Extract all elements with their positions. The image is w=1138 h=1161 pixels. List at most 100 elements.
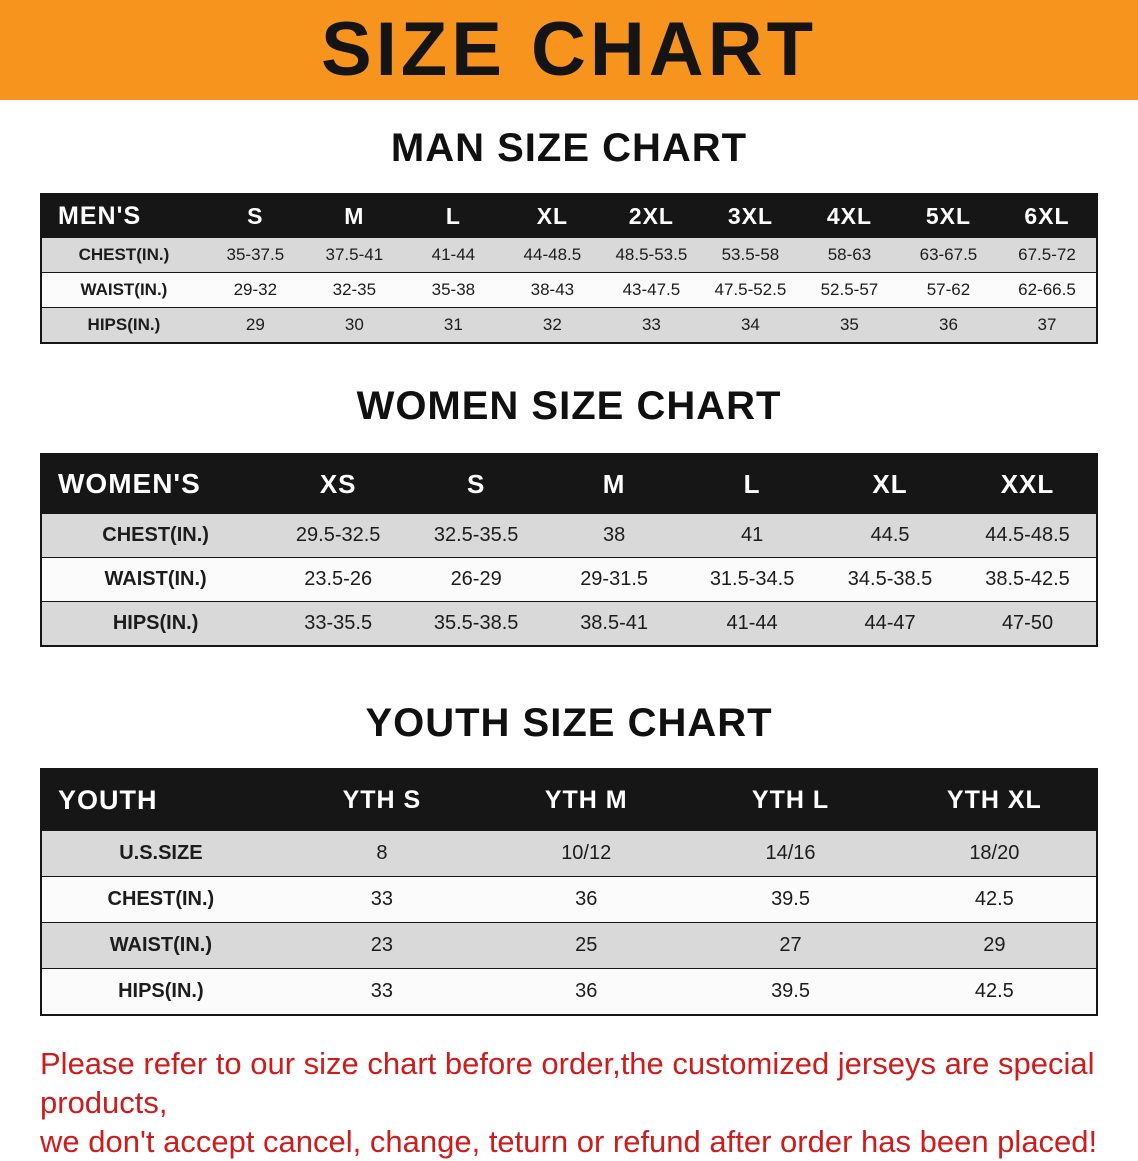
- size-value: 47-50: [959, 601, 1097, 646]
- size-value: 36: [484, 876, 689, 923]
- size-column-header: S: [205, 194, 305, 238]
- size-value: 29-32: [205, 272, 305, 308]
- size-value: 39.5: [688, 876, 893, 923]
- disclaimer-line-1: Please refer to our size chart before or…: [40, 1046, 1095, 1120]
- row-label: CHEST(IN.): [41, 513, 270, 558]
- size-value: 38.5-41: [545, 601, 684, 646]
- table-row: CHEST(IN.) 33 36 39.5 42.5: [41, 876, 1097, 923]
- section-title: WOMEN SIZE CHART: [356, 384, 782, 428]
- size-value: 18/20: [892, 830, 1097, 877]
- size-column-header: M: [545, 454, 684, 514]
- size-value: 67.5-72: [997, 237, 1097, 273]
- disclaimer-line-2: we don't accept cancel, change, teturn o…: [40, 1124, 1098, 1159]
- size-value: 27: [688, 922, 893, 969]
- size-value: 33: [279, 876, 485, 923]
- row-label: WAIST(IN.): [41, 272, 206, 308]
- size-value: 44.5-48.5: [959, 513, 1097, 558]
- size-value: 57-62: [898, 272, 998, 308]
- size-table: MEN'S S M L XL 2XL 3XL 4XL 5XL 6XL CHEST(IN.) 35-3…: [40, 193, 1098, 344]
- size-value: 38-43: [502, 272, 602, 308]
- table-row: HIPS(IN.) 29 30 31 32 33 34 35 36 37: [41, 307, 1097, 343]
- size-value: 14/16: [688, 830, 893, 877]
- size-column-header: 6XL: [997, 194, 1097, 238]
- row-label: HIPS(IN.): [41, 601, 270, 646]
- size-column-header: M: [304, 194, 404, 238]
- size-value: 35-37.5: [205, 237, 305, 273]
- size-column-header: XS: [269, 454, 408, 514]
- row-label: U.S.SIZE: [41, 830, 280, 877]
- size-value: 29.5-32.5: [269, 513, 408, 558]
- size-value: 23.5-26: [269, 557, 408, 602]
- size-value: 31.5-34.5: [683, 557, 822, 602]
- size-value: 35: [799, 307, 899, 343]
- size-value: 34: [700, 307, 800, 343]
- table-row: HIPS(IN.) 33 36 39.5 42.5: [41, 968, 1097, 1015]
- size-column-header: YTH S: [279, 769, 485, 831]
- size-value: 38.5-42.5: [959, 557, 1097, 602]
- table-header-row: WOMEN'S XS S M L XL XXL: [41, 454, 1097, 514]
- row-label: WAIST(IN.): [41, 557, 270, 602]
- size-value: 33-35.5: [269, 601, 408, 646]
- size-column-header: L: [403, 194, 503, 238]
- size-column-header: YTH XL: [892, 769, 1097, 831]
- size-value: 62-66.5: [997, 272, 1097, 308]
- size-column-header: 4XL: [799, 194, 899, 238]
- size-value: 10/12: [484, 830, 689, 877]
- size-value: 29-31.5: [545, 557, 684, 602]
- size-value: 34.5-38.5: [821, 557, 960, 602]
- table-row: WAIST(IN.) 29-32 32-35 35-38 38-43 43-47.5 47.…: [41, 272, 1097, 308]
- row-label: CHEST(IN.): [41, 237, 206, 273]
- size-value: 44.5: [821, 513, 960, 558]
- table-corner-label: WOMEN'S: [41, 454, 270, 514]
- size-value: 41-44: [683, 601, 822, 646]
- size-value: 31: [403, 307, 503, 343]
- row-label: HIPS(IN.): [41, 307, 206, 343]
- section-title: YOUTH SIZE CHART: [365, 701, 773, 745]
- table-header-row: MEN'S S M L XL 2XL 3XL 4XL 5XL 6XL: [41, 194, 1097, 238]
- size-value: 44-48.5: [502, 237, 602, 273]
- size-table: WOMEN'S XS S M L XL XXL CHEST(IN.) 29.5-32.5 32.…: [40, 453, 1098, 647]
- size-value: 42.5: [892, 876, 1097, 923]
- size-value: 35.5-38.5: [407, 601, 546, 646]
- size-value: 38: [545, 513, 684, 558]
- size-value: 30: [304, 307, 404, 343]
- row-label: CHEST(IN.): [41, 876, 280, 923]
- size-column-header: 2XL: [601, 194, 701, 238]
- size-value: 25: [484, 922, 689, 969]
- size-value: 23: [279, 922, 485, 969]
- size-column-header: S: [407, 454, 546, 514]
- table-row: HIPS(IN.) 33-35.5 35.5-38.5 38.5-41 41-44 44-…: [41, 601, 1097, 646]
- size-section: MAN SIZE CHART MEN'S S M L XL 2XL 3XL 4XL 5XL 6XL…: [0, 126, 1138, 344]
- size-value: 39.5: [688, 968, 893, 1015]
- disclaimer: Please refer to our size chart before or…: [40, 1044, 1098, 1161]
- size-value: 32.5-35.5: [407, 513, 546, 558]
- size-table: YOUTH YTH S YTH M YTH L YTH XL U.S.SIZE 8 10/1…: [40, 768, 1098, 1016]
- size-value: 29: [205, 307, 305, 343]
- table-header-row: YOUTH YTH S YTH M YTH L YTH XL: [41, 769, 1097, 831]
- size-value: 36: [484, 968, 689, 1015]
- size-section: YOUTH SIZE CHART YOUTH YTH S YTH M YTH L YTH…: [0, 701, 1138, 1016]
- size-value: 29: [892, 922, 1097, 969]
- size-column-header: XXL: [959, 454, 1097, 514]
- size-column-header: 3XL: [700, 194, 800, 238]
- size-column-header: L: [683, 454, 822, 514]
- size-value: 26-29: [407, 557, 546, 602]
- size-column-header: XL: [502, 194, 602, 238]
- size-column-header: YTH M: [484, 769, 689, 831]
- size-value: 37: [997, 307, 1097, 343]
- size-value: 32-35: [304, 272, 404, 308]
- size-column-header: YTH L: [688, 769, 893, 831]
- size-value: 37.5-41: [304, 237, 404, 273]
- size-value: 63-67.5: [898, 237, 998, 273]
- size-value: 43-47.5: [601, 272, 701, 308]
- size-value: 52.5-57: [799, 272, 899, 308]
- size-charts-main: MAN SIZE CHART MEN'S S M L XL 2XL 3XL 4XL 5XL 6XL…: [0, 126, 1138, 1016]
- banner: SIZE CHART: [0, 0, 1138, 100]
- table-row: WAIST(IN.) 23 25 27 29: [41, 922, 1097, 969]
- table-row: CHEST(IN.) 35-37.5 37.5-41 41-44 44-48.5 48.5…: [41, 237, 1097, 273]
- size-value: 47.5-52.5: [700, 272, 800, 308]
- size-column-header: 5XL: [898, 194, 998, 238]
- size-value: 33: [601, 307, 701, 343]
- size-section: WOMEN SIZE CHART WOMEN'S XS S M L XL XXL CHEST…: [0, 384, 1138, 647]
- size-value: 35-38: [403, 272, 503, 308]
